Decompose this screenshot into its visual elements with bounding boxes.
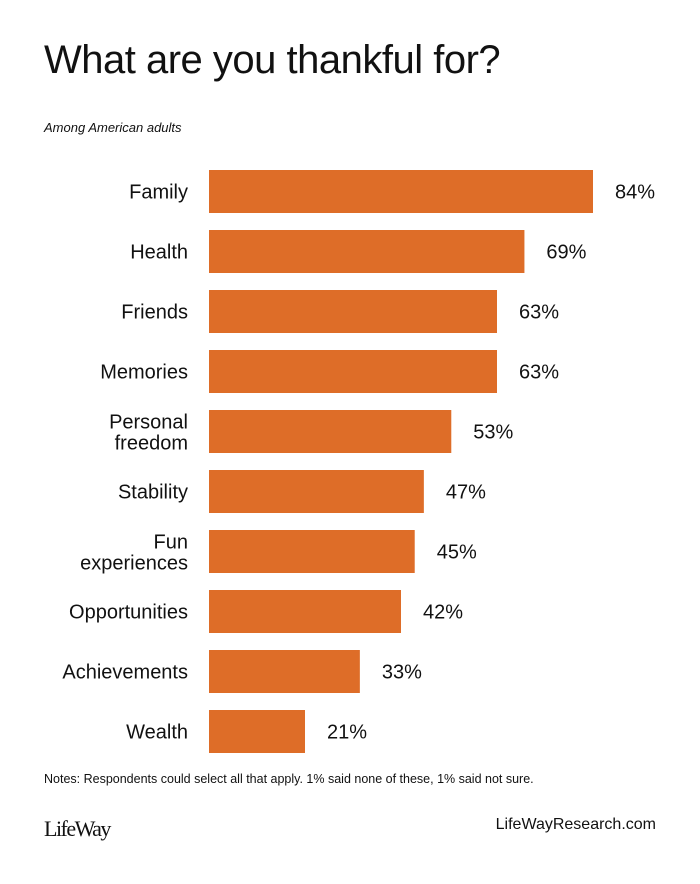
bar-2 [209, 290, 497, 333]
category-label-0: Family [129, 182, 188, 204]
bar-6 [209, 530, 415, 573]
chart-subtitle: Among American adults [44, 120, 182, 135]
value-label-0: 84% [615, 182, 655, 204]
category-label-8: Achievements [62, 662, 188, 684]
value-label-2: 63% [519, 302, 559, 324]
notes: Notes: Respondents could select all that… [44, 772, 534, 786]
category-label-7: Opportunities [69, 602, 188, 624]
bar-7 [209, 590, 401, 633]
bar-5 [209, 470, 424, 513]
lifeway-logo: LifeWay [44, 816, 111, 841]
value-label-7: 42% [423, 602, 463, 624]
category-label-4-line-0: Personal [109, 412, 188, 434]
value-label-5: 47% [446, 482, 486, 504]
bar-1 [209, 230, 525, 273]
bar-9 [209, 710, 305, 753]
bar-0 [209, 170, 593, 213]
category-label-9: Wealth [126, 722, 188, 744]
category-label-3: Memories [100, 362, 188, 384]
category-label-6-line-0: Fun [154, 532, 188, 554]
bar-8 [209, 650, 360, 693]
value-label-1: 69% [546, 242, 586, 264]
chart-title: What are you thankful for? [44, 38, 501, 82]
category-label-4-line-1: freedom [115, 433, 188, 455]
value-label-3: 63% [519, 362, 559, 384]
website-link: LifeWayResearch.com [495, 816, 656, 833]
bar-chart: 84% Family 69% Health 63% Friends 63% Memories 5… [62, 170, 655, 753]
bar-3 [209, 350, 497, 393]
category-label-5: Stability [118, 482, 188, 504]
value-label-6: 45% [437, 542, 477, 564]
value-label-8: 33% [382, 662, 422, 684]
value-label-4: 53% [473, 422, 513, 444]
value-label-9: 21% [327, 722, 367, 744]
category-label-6-line-1: experiences [80, 553, 188, 575]
category-label-2: Friends [121, 302, 188, 324]
bar-4 [209, 410, 452, 453]
category-label-1: Health [130, 242, 188, 264]
